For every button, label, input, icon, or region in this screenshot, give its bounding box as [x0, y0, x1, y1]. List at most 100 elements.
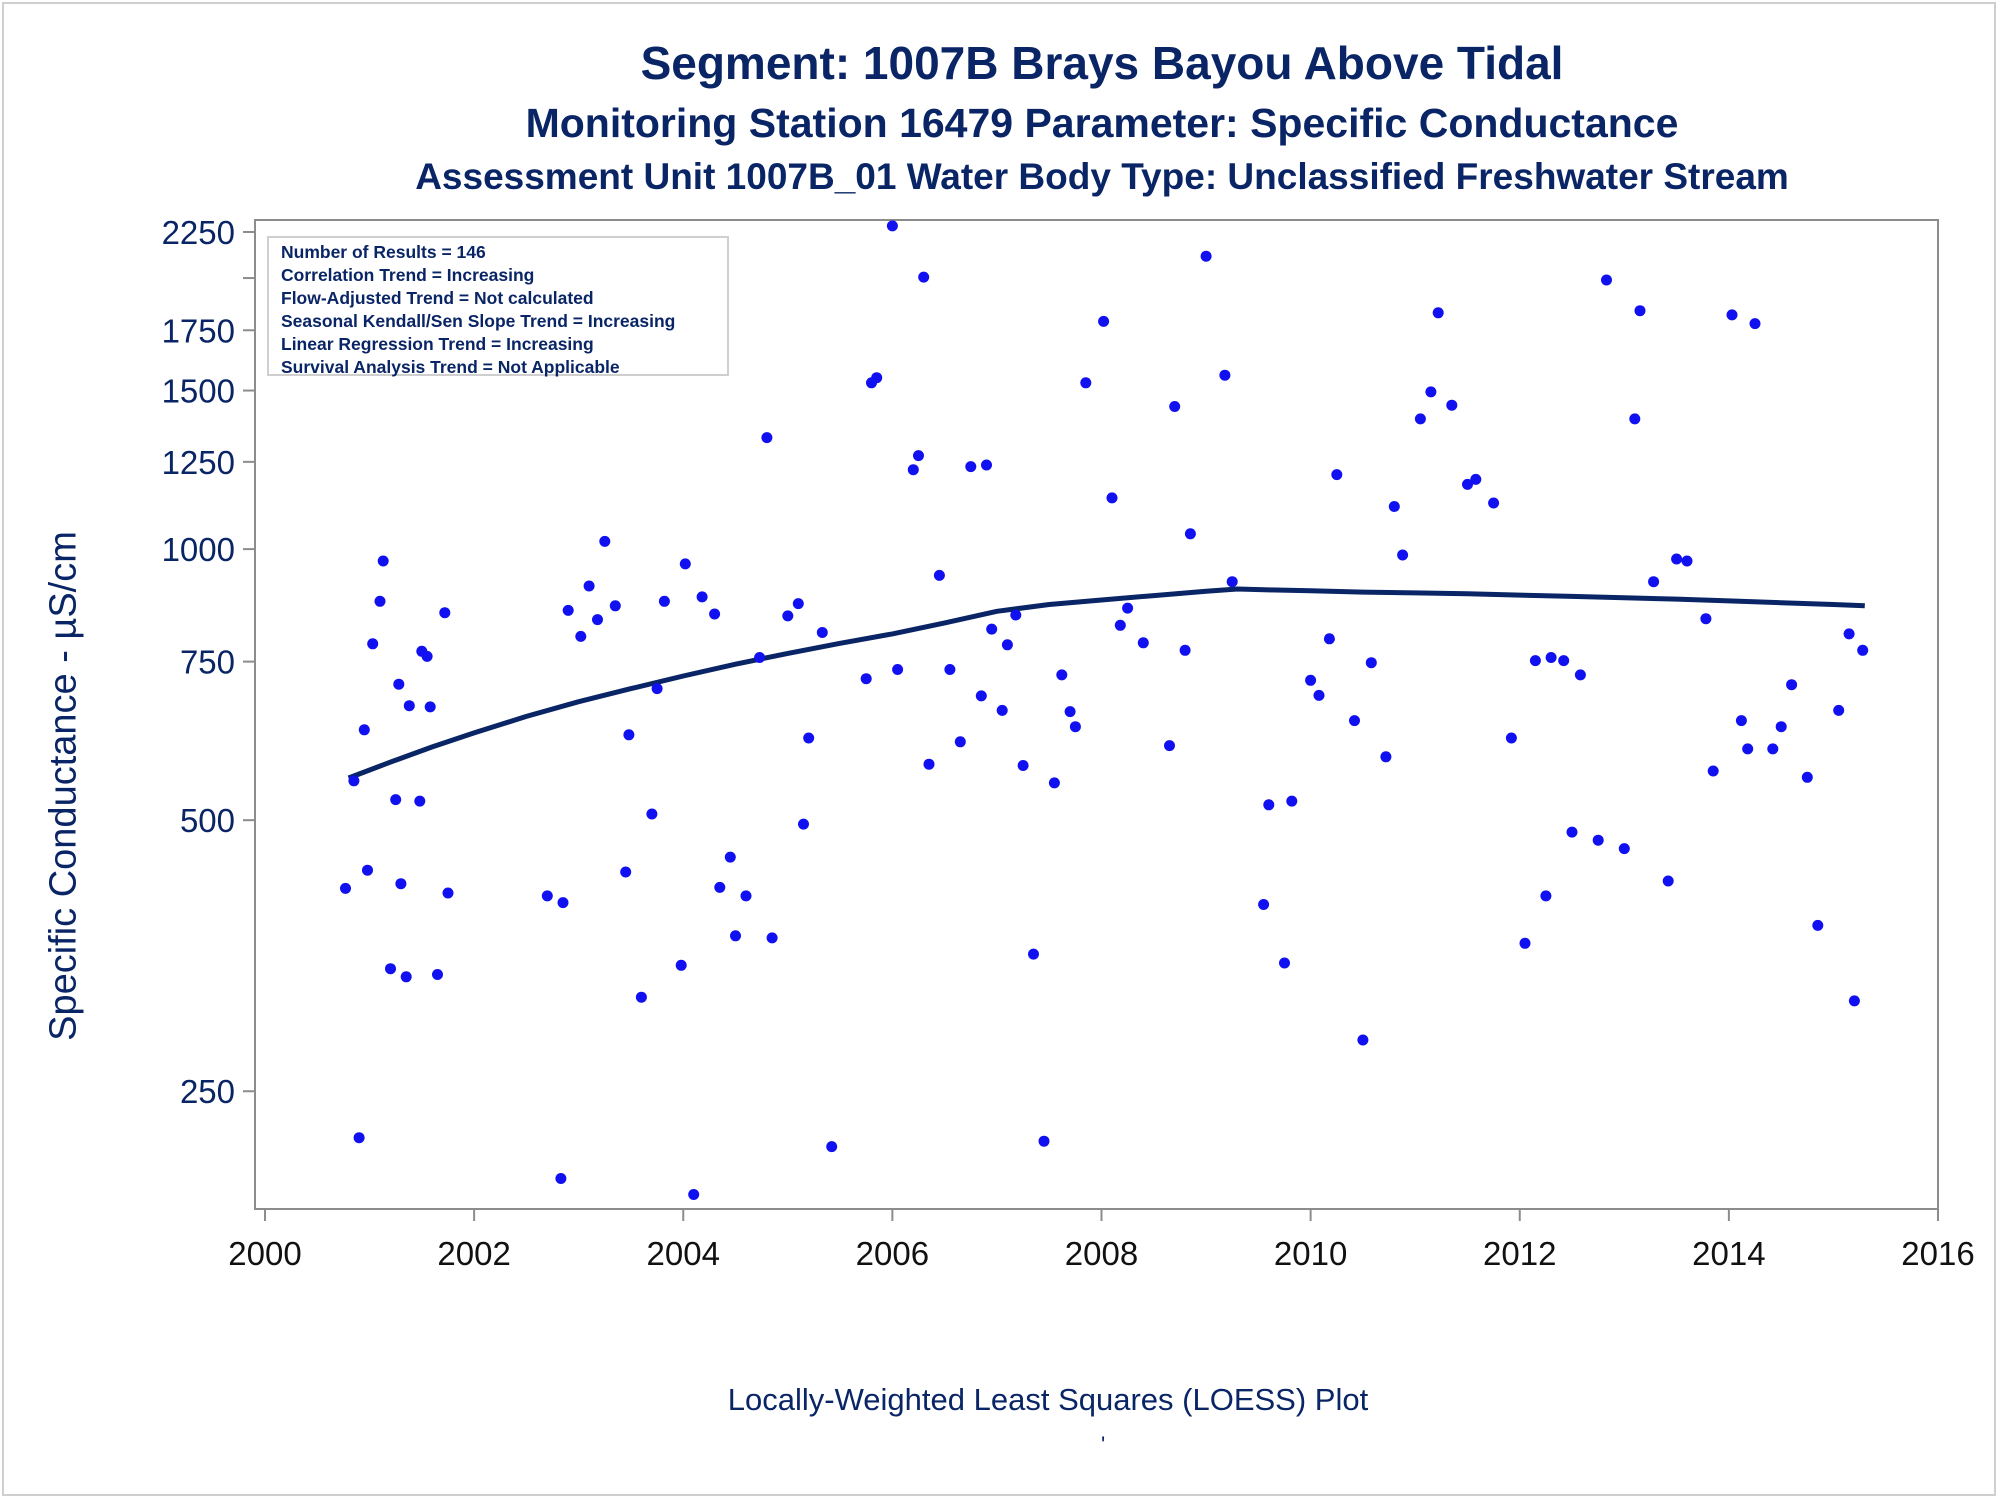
- data-point: [1775, 721, 1787, 733]
- data-point: [651, 683, 663, 695]
- x-tick-label: 2006: [856, 1235, 929, 1272]
- data-point: [1801, 771, 1813, 783]
- data-point: [1017, 760, 1029, 771]
- data-point: [1462, 478, 1473, 490]
- data-point: [377, 555, 389, 567]
- data-point: [400, 971, 412, 983]
- data-point: [754, 652, 766, 663]
- y-tick-label: 1750: [162, 312, 235, 349]
- data-point: [439, 607, 451, 619]
- data-point: [1786, 679, 1798, 691]
- data-point: [696, 591, 708, 603]
- data-point: [1286, 795, 1298, 807]
- data-point: [886, 220, 898, 232]
- data-point: [575, 630, 587, 642]
- data-point: [730, 930, 741, 942]
- data-point: [1200, 250, 1212, 262]
- data-point: [1540, 890, 1552, 902]
- data-point: [1064, 706, 1076, 718]
- data-point: [358, 724, 370, 736]
- data-point: [421, 650, 433, 662]
- data-point: [1397, 549, 1409, 561]
- data-point: [1629, 413, 1641, 425]
- data-point: [1028, 948, 1039, 960]
- data-point: [803, 732, 815, 744]
- stats-correlation-trend: Correlation Trend = Increasing: [281, 265, 535, 285]
- data-point: [1226, 576, 1238, 588]
- data-point: [1258, 899, 1270, 910]
- data-point: [1592, 834, 1604, 846]
- data-point: [1446, 399, 1458, 411]
- data-point: [1432, 307, 1444, 319]
- data-point: [1848, 995, 1860, 1007]
- data-point: [362, 864, 373, 876]
- data-point: [403, 700, 415, 712]
- y-tick-label: 250: [180, 1073, 235, 1110]
- x-tick-label: 2000: [228, 1235, 301, 1272]
- data-point: [432, 969, 443, 980]
- data-point: [1558, 655, 1570, 667]
- data-point: [374, 595, 386, 607]
- stray-mark: ': [1101, 1432, 1106, 1457]
- y-tick-label: 750: [180, 644, 235, 681]
- data-point: [688, 1189, 700, 1200]
- data-point: [1726, 309, 1738, 321]
- stats-survival-analysis-trend: Survival Analysis Trend = Not Applicable: [281, 357, 620, 377]
- plot-area-border: [254, 219, 1939, 1210]
- data-point: [599, 535, 611, 547]
- data-point: [1618, 843, 1630, 855]
- data-point: [1519, 937, 1531, 949]
- y-tick-label: 500: [180, 802, 235, 839]
- data-point: [1574, 669, 1586, 681]
- data-point: [826, 1141, 838, 1153]
- data-point: [1843, 628, 1855, 640]
- data-point: [623, 729, 635, 741]
- data-point: [1857, 644, 1869, 656]
- data-point: [918, 271, 930, 283]
- data-point: [1263, 799, 1275, 811]
- data-point: [986, 623, 998, 635]
- data-point: [1313, 689, 1325, 701]
- data-point: [782, 610, 794, 622]
- chart-subtitle-assessment: Assessment Unit 1007B_01 Water Body Type…: [415, 156, 1789, 197]
- data-point: [1080, 377, 1092, 389]
- y-tick-label: 1500: [162, 373, 235, 410]
- data-point: [414, 795, 426, 807]
- chart-subtitle-station: Monitoring Station 16479 Parameter: Spec…: [525, 100, 1679, 146]
- data-point: [766, 932, 778, 944]
- data-point: [965, 461, 977, 473]
- x-tick-label: 2014: [1692, 1235, 1765, 1272]
- data-point: [592, 614, 603, 626]
- data-point: [390, 794, 402, 806]
- data-point: [583, 580, 595, 592]
- x-tick-label: 2004: [647, 1235, 720, 1272]
- data-point: [557, 897, 569, 909]
- data-point: [1742, 743, 1754, 755]
- data-point: [1137, 637, 1149, 649]
- data-point: [1114, 619, 1126, 631]
- data-point: [635, 991, 647, 1003]
- data-point: [913, 450, 924, 462]
- y-axis-label: Specific Conductance - µS/cm: [42, 531, 85, 1041]
- y-tick-label: 1250: [162, 444, 235, 481]
- data-point: [792, 598, 804, 610]
- data-point: [1001, 639, 1013, 651]
- data-point: [1069, 721, 1081, 733]
- plot-footnote: Locally-Weighted Least Squares (LOESS) P…: [727, 1382, 1369, 1417]
- x-tick-label: 2016: [1901, 1235, 1974, 1272]
- data-point: [340, 882, 351, 894]
- data-point: [1566, 826, 1578, 838]
- data-point: [923, 758, 935, 770]
- data-point: [646, 808, 658, 820]
- data-point: [860, 673, 872, 685]
- data-point: [1833, 704, 1845, 716]
- data-point: [1349, 715, 1360, 727]
- data-point: [393, 678, 405, 690]
- stats-seasonal-kendall-trend: Seasonal Kendall/Sen Slope Trend = Incre…: [281, 311, 676, 331]
- data-point: [907, 464, 919, 476]
- data-point: [714, 881, 726, 893]
- data-point: [348, 775, 360, 787]
- stats-linear-regression-trend: Linear Regression Trend = Increasing: [281, 334, 594, 354]
- data-point: [1414, 413, 1426, 425]
